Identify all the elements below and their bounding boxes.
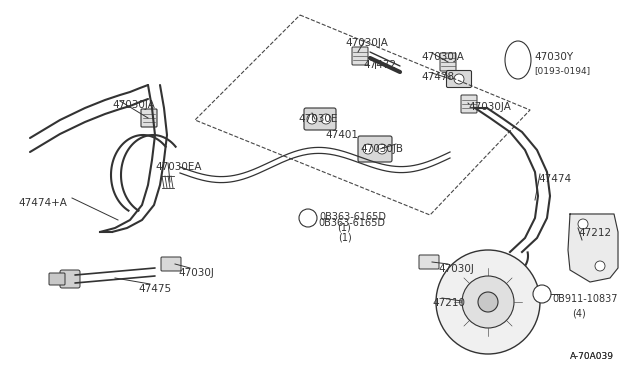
Text: 47472: 47472 xyxy=(363,60,396,70)
FancyBboxPatch shape xyxy=(49,273,65,285)
Circle shape xyxy=(578,219,588,229)
FancyBboxPatch shape xyxy=(447,71,472,87)
Text: 47030JB: 47030JB xyxy=(360,144,403,154)
Text: 47030JA: 47030JA xyxy=(421,52,464,62)
Text: 47030Y: 47030Y xyxy=(534,52,573,62)
Text: (4): (4) xyxy=(572,308,586,318)
Text: S: S xyxy=(305,214,310,222)
Circle shape xyxy=(454,74,464,84)
FancyBboxPatch shape xyxy=(60,270,80,288)
FancyBboxPatch shape xyxy=(440,53,456,71)
Text: 47210: 47210 xyxy=(432,298,465,308)
Text: (1): (1) xyxy=(337,223,351,233)
FancyBboxPatch shape xyxy=(141,109,157,127)
Text: 47478: 47478 xyxy=(421,72,454,82)
Circle shape xyxy=(299,209,317,227)
Text: 47401: 47401 xyxy=(325,130,358,140)
Text: 47030EA: 47030EA xyxy=(155,162,202,172)
Text: 0B363-6165D: 0B363-6165D xyxy=(318,218,385,228)
Text: 47474+A: 47474+A xyxy=(18,198,67,208)
Text: 47030J: 47030J xyxy=(438,264,474,274)
Text: 47474: 47474 xyxy=(538,174,571,184)
Text: 47030E: 47030E xyxy=(298,114,337,124)
FancyBboxPatch shape xyxy=(304,108,336,130)
Text: 47030JA: 47030JA xyxy=(468,102,511,112)
Text: N: N xyxy=(539,289,545,298)
Ellipse shape xyxy=(505,41,531,79)
Text: (1): (1) xyxy=(338,232,352,242)
Circle shape xyxy=(436,250,540,354)
Circle shape xyxy=(595,261,605,271)
Text: 47030J: 47030J xyxy=(178,268,214,278)
Polygon shape xyxy=(568,214,618,282)
FancyBboxPatch shape xyxy=(461,95,477,113)
FancyBboxPatch shape xyxy=(419,255,439,269)
Circle shape xyxy=(377,144,387,154)
FancyBboxPatch shape xyxy=(352,47,368,65)
Circle shape xyxy=(363,144,373,154)
Circle shape xyxy=(321,114,331,124)
FancyBboxPatch shape xyxy=(161,257,181,271)
Text: A-70A039: A-70A039 xyxy=(570,352,614,361)
Circle shape xyxy=(533,285,551,303)
Text: 47030JA: 47030JA xyxy=(112,100,155,110)
Circle shape xyxy=(307,114,317,124)
Text: 0B363-6165D: 0B363-6165D xyxy=(319,212,386,222)
FancyBboxPatch shape xyxy=(358,136,392,162)
Text: [0193-0194]: [0193-0194] xyxy=(534,66,590,75)
Circle shape xyxy=(462,276,514,328)
Text: 47030JA: 47030JA xyxy=(345,38,388,48)
Text: 47212: 47212 xyxy=(578,228,611,238)
Circle shape xyxy=(478,292,498,312)
Text: 0B911-10837: 0B911-10837 xyxy=(552,294,618,304)
Text: 47475: 47475 xyxy=(138,284,171,294)
Text: A-70A039: A-70A039 xyxy=(570,352,614,361)
